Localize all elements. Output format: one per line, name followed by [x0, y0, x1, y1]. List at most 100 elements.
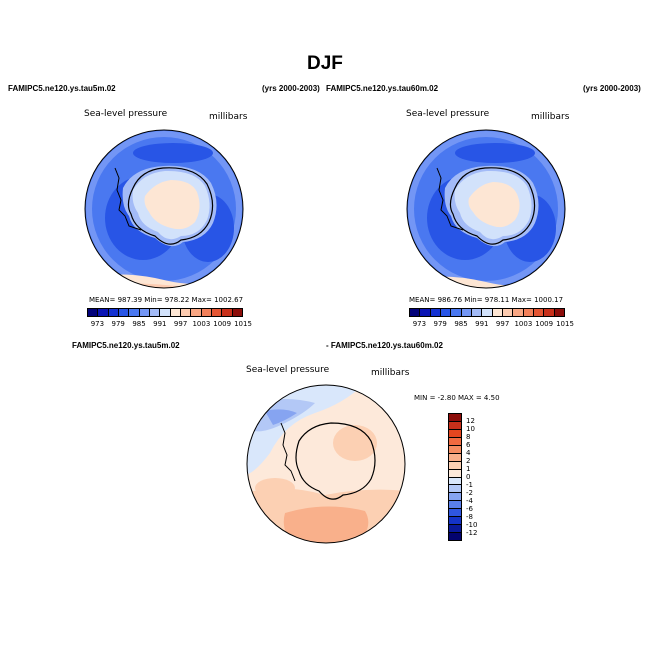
colorbar-swatch [513, 309, 524, 316]
diff-colorbar [448, 413, 462, 541]
colorbar-swatch [449, 509, 461, 518]
colorbar-swatch [449, 461, 461, 470]
colorbar-swatch [449, 493, 461, 502]
colorbar-tick-label: 0 [466, 473, 471, 481]
colorbar-tick-label: 985 [132, 320, 146, 328]
colorbar-tick-label: 10 [466, 425, 475, 433]
colorbar-tick-label: 973 [412, 320, 427, 328]
colorbar-swatch [420, 309, 431, 316]
colorbar-swatch [139, 309, 150, 316]
colorbar-swatch [440, 309, 452, 316]
colorbar-tick-label: 979 [111, 320, 125, 328]
colorbar-tick-label: 985 [454, 320, 468, 328]
colorbar-tick-label: 1015 [556, 320, 574, 328]
colorbar-swatch [232, 309, 242, 316]
colorbar-swatch [410, 309, 421, 316]
colorbar-swatch [108, 309, 119, 316]
colorbar-swatch [88, 309, 99, 316]
left-years-label: (yrs 2000-2003) [262, 84, 320, 93]
colorbar-swatch [449, 414, 461, 422]
colorbar-swatch [129, 309, 140, 316]
left-colorbar-ticks: 973 979 985 991 997 1003 1009 1015 [87, 320, 252, 330]
colorbar-swatch [502, 309, 514, 316]
colorbar-tick-label: -4 [466, 497, 473, 505]
colorbar-tick-label: -2 [466, 489, 473, 497]
colorbar-swatch [211, 309, 223, 316]
left-colorbar [87, 308, 243, 317]
colorbar-tick-label: 6 [466, 441, 471, 449]
right-stats: MEAN= 986.76 Min= 978.11 Max= 1000.17 [409, 296, 564, 304]
colorbar-tick-label: 997 [495, 320, 510, 328]
left-variable-label: Sea-level pressure [84, 109, 168, 119]
right-colorbar [409, 308, 565, 317]
left-stats: MEAN= 987.39 Min= 978.22 Max= 1002.67 [89, 296, 244, 304]
colorbar-tick-label: 1 [466, 465, 471, 473]
colorbar-tick-label: 12 [466, 417, 475, 425]
diff-units-label: millibars [371, 368, 410, 378]
left-units-label: millibars [209, 112, 248, 122]
colorbar-tick-label: 8 [466, 433, 471, 441]
colorbar-swatch [449, 485, 461, 494]
colorbar-tick-label: -8 [466, 513, 473, 521]
colorbar-swatch [191, 309, 202, 316]
colorbar-swatch [471, 309, 483, 316]
colorbar-swatch [449, 445, 461, 454]
colorbar-tick-label: 1009 [213, 320, 232, 328]
colorbar-tick-label: 997 [173, 320, 188, 328]
colorbar-tick-label: 979 [433, 320, 447, 328]
colorbar-tick-label: 2 [466, 457, 471, 465]
colorbar-tick-label: 991 [153, 320, 167, 328]
right-polar-map [406, 129, 566, 289]
colorbar-swatch [523, 309, 534, 316]
colorbar-tick-label: 991 [475, 320, 489, 328]
colorbar-swatch [449, 525, 461, 534]
colorbar-tick-label: 1003 [192, 320, 211, 328]
diff-colorbar-ticks: 12 10 8 6 4 2 1 0 -1 -2 -4 -6 -8 -10 -12 [466, 413, 496, 541]
colorbar-swatch [449, 453, 461, 462]
colorbar-swatch [430, 309, 441, 316]
colorbar-swatch [180, 309, 192, 316]
right-colorbar-ticks: 973 979 985 991 997 1003 1009 1015 [409, 320, 574, 330]
colorbar-swatch [449, 421, 461, 430]
left-polar-map [84, 129, 244, 289]
colorbar-swatch [449, 501, 461, 510]
colorbar-swatch [449, 533, 461, 540]
colorbar-swatch [160, 309, 171, 316]
colorbar-tick-label: 4 [466, 449, 471, 457]
colorbar-tick-label: 1015 [234, 320, 252, 328]
colorbar-swatch [554, 309, 564, 316]
colorbar-swatch [482, 309, 493, 316]
colorbar-swatch [449, 517, 461, 526]
colorbar-tick-label: 1003 [514, 320, 533, 328]
diff-variable-label: Sea-level pressure [246, 365, 330, 375]
colorbar-swatch [449, 437, 461, 446]
diff-case-b-label: - FAMIPC5.ne120.ys.tau60m.02 [326, 341, 443, 350]
colorbar-swatch [449, 477, 461, 486]
colorbar-swatch [170, 309, 181, 316]
colorbar-swatch [98, 309, 109, 316]
right-years-label: (yrs 2000-2003) [583, 84, 641, 93]
colorbar-swatch [544, 309, 555, 316]
colorbar-swatch [451, 309, 462, 316]
right-case-label: FAMIPC5.ne120.ys.tau60m.02 [326, 84, 439, 93]
colorbar-swatch [118, 309, 130, 316]
colorbar-tick-label: -12 [466, 529, 478, 537]
colorbar-tick-label: 1009 [535, 320, 554, 328]
colorbar-swatch [533, 309, 545, 316]
colorbar-swatch [149, 309, 161, 316]
colorbar-tick-label: 973 [90, 320, 105, 328]
right-variable-label: Sea-level pressure [406, 109, 490, 119]
colorbar-swatch [461, 309, 472, 316]
figure-title: DJF [307, 53, 343, 74]
diff-polar-map [246, 384, 406, 544]
diff-case-a-label: FAMIPC5.ne120.ys.tau5m.02 [72, 341, 180, 350]
colorbar-swatch [449, 429, 461, 438]
right-units-label: millibars [531, 112, 570, 122]
colorbar-swatch [492, 309, 503, 316]
colorbar-swatch [201, 309, 212, 316]
left-case-label: FAMIPC5.ne120.ys.tau5m.02 [8, 84, 116, 93]
colorbar-tick-label: -6 [466, 505, 473, 513]
colorbar-swatch [222, 309, 233, 316]
colorbar-tick-label: -10 [466, 521, 478, 529]
colorbar-swatch [449, 469, 461, 478]
